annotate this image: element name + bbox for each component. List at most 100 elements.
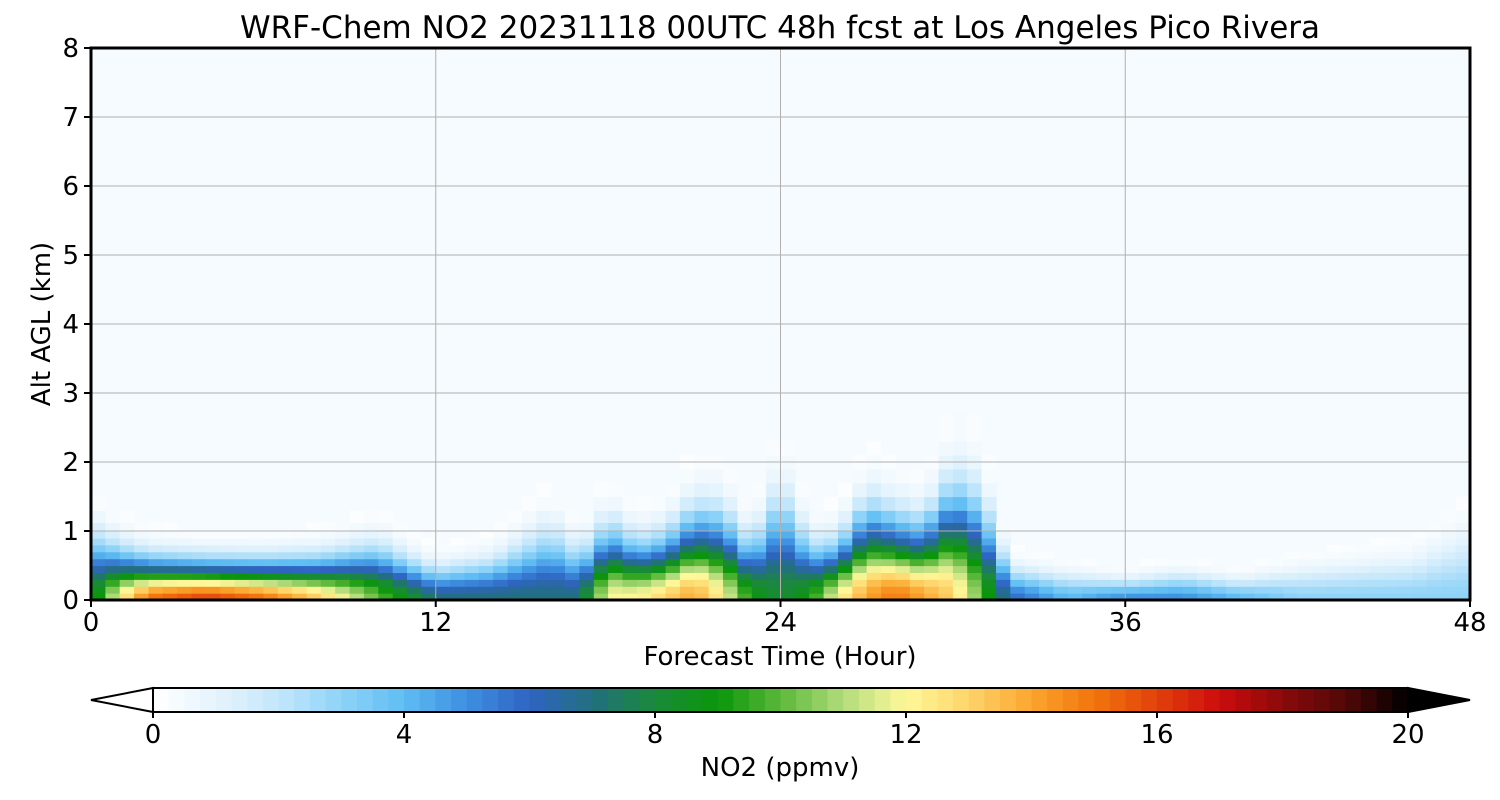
no2-cell (794, 551, 810, 560)
no2-cell (909, 537, 925, 546)
no2-cell (1139, 593, 1155, 600)
colorbar-segment (1345, 688, 1362, 712)
no2-cell (881, 551, 897, 560)
no2-cell (694, 510, 710, 523)
no2-cell (938, 537, 954, 546)
no2-cell (608, 593, 624, 600)
no2-cell (565, 593, 580, 600)
no2-cell (363, 544, 379, 553)
no2-cell (1455, 531, 1470, 539)
no2-cell (838, 482, 853, 498)
no2-cell (263, 579, 279, 587)
no2-cell (838, 551, 853, 560)
no2-cell (521, 572, 537, 580)
no2-cell (205, 551, 221, 560)
no2-cell (306, 531, 322, 539)
no2-cell (981, 565, 997, 573)
no2-cell (579, 531, 595, 539)
no2-cell (751, 482, 767, 498)
no2-cell (1455, 537, 1470, 546)
no2-cell (1326, 572, 1342, 580)
no2-cell (737, 537, 753, 546)
no2-cell (823, 551, 839, 560)
no2-cell (536, 558, 552, 567)
no2-cell (263, 586, 279, 594)
no2-cell (162, 593, 178, 600)
no2-cell (1154, 565, 1169, 573)
colorbar-segment (655, 688, 672, 712)
no2-cell (981, 468, 997, 484)
no2-cell (593, 510, 609, 523)
no2-cell (881, 482, 897, 498)
no2-cell (119, 510, 135, 523)
colorbar-segment (466, 688, 483, 712)
no2-cell (521, 522, 537, 532)
no2-cell (823, 593, 839, 600)
no2-cell (909, 482, 925, 498)
no2-cell (967, 572, 983, 580)
no2-cell (177, 586, 193, 594)
no2-cell (1067, 579, 1083, 587)
colorbar-segment (1172, 688, 1189, 712)
no2-cell (162, 572, 178, 580)
no2-cell (407, 537, 422, 546)
no2-cell (392, 593, 408, 600)
no2-cell (177, 572, 193, 580)
no2-cell (593, 586, 609, 594)
no2-cell (464, 586, 480, 594)
no2-cell (952, 482, 968, 498)
no2-cell (1283, 572, 1299, 580)
no2-cell (679, 468, 695, 484)
no2-cell (1398, 579, 1414, 587)
no2-cell (521, 551, 537, 560)
no2-cell (1441, 579, 1457, 587)
colorbar-tick-label: 12 (889, 720, 922, 750)
no2-cell (191, 565, 207, 573)
no2-cell (1355, 558, 1371, 567)
no2-cell (536, 544, 552, 553)
no2-cell (694, 593, 710, 600)
no2-cell (579, 510, 595, 523)
colorbar-segment (1235, 688, 1252, 712)
no2-cell (809, 579, 825, 587)
no2-cell (493, 522, 509, 532)
no2-cell (866, 441, 882, 456)
no2-cell (938, 593, 954, 600)
no2-cell (521, 537, 537, 546)
no2-cell (823, 565, 839, 573)
no2-cell (105, 551, 121, 560)
no2-cell (852, 558, 868, 567)
no2-cell (608, 496, 624, 511)
no2-cell (1168, 586, 1184, 594)
no2-cell (938, 510, 954, 523)
no2-cell (708, 482, 724, 498)
no2-cell (162, 565, 178, 573)
colorbar-segment (1219, 688, 1236, 712)
no2-cell (550, 565, 566, 573)
no2-cell (277, 572, 293, 580)
no2-cell (1024, 586, 1040, 594)
no2-cell (924, 544, 940, 553)
no2-cell (1154, 579, 1169, 587)
no2-cell (1211, 586, 1227, 594)
no2-cell (766, 558, 782, 567)
y-tick-label: 0 (62, 586, 79, 616)
no2-cell (751, 572, 767, 580)
no2-cell (636, 558, 652, 567)
no2-cell (378, 572, 394, 580)
no2-cell (967, 586, 983, 594)
no2-cell (478, 593, 494, 600)
no2-cell (1369, 537, 1385, 546)
no2-cell (91, 572, 106, 580)
no2-cell (134, 551, 150, 560)
no2-cell (952, 468, 968, 484)
no2-cell (1254, 558, 1270, 567)
no2-cell (823, 558, 839, 567)
no2-cell (349, 586, 365, 594)
no2-cell (550, 572, 566, 580)
no2-cell (105, 522, 121, 532)
no2-cell (521, 565, 537, 573)
no2-cell (881, 496, 897, 511)
no2-cell (277, 586, 293, 594)
